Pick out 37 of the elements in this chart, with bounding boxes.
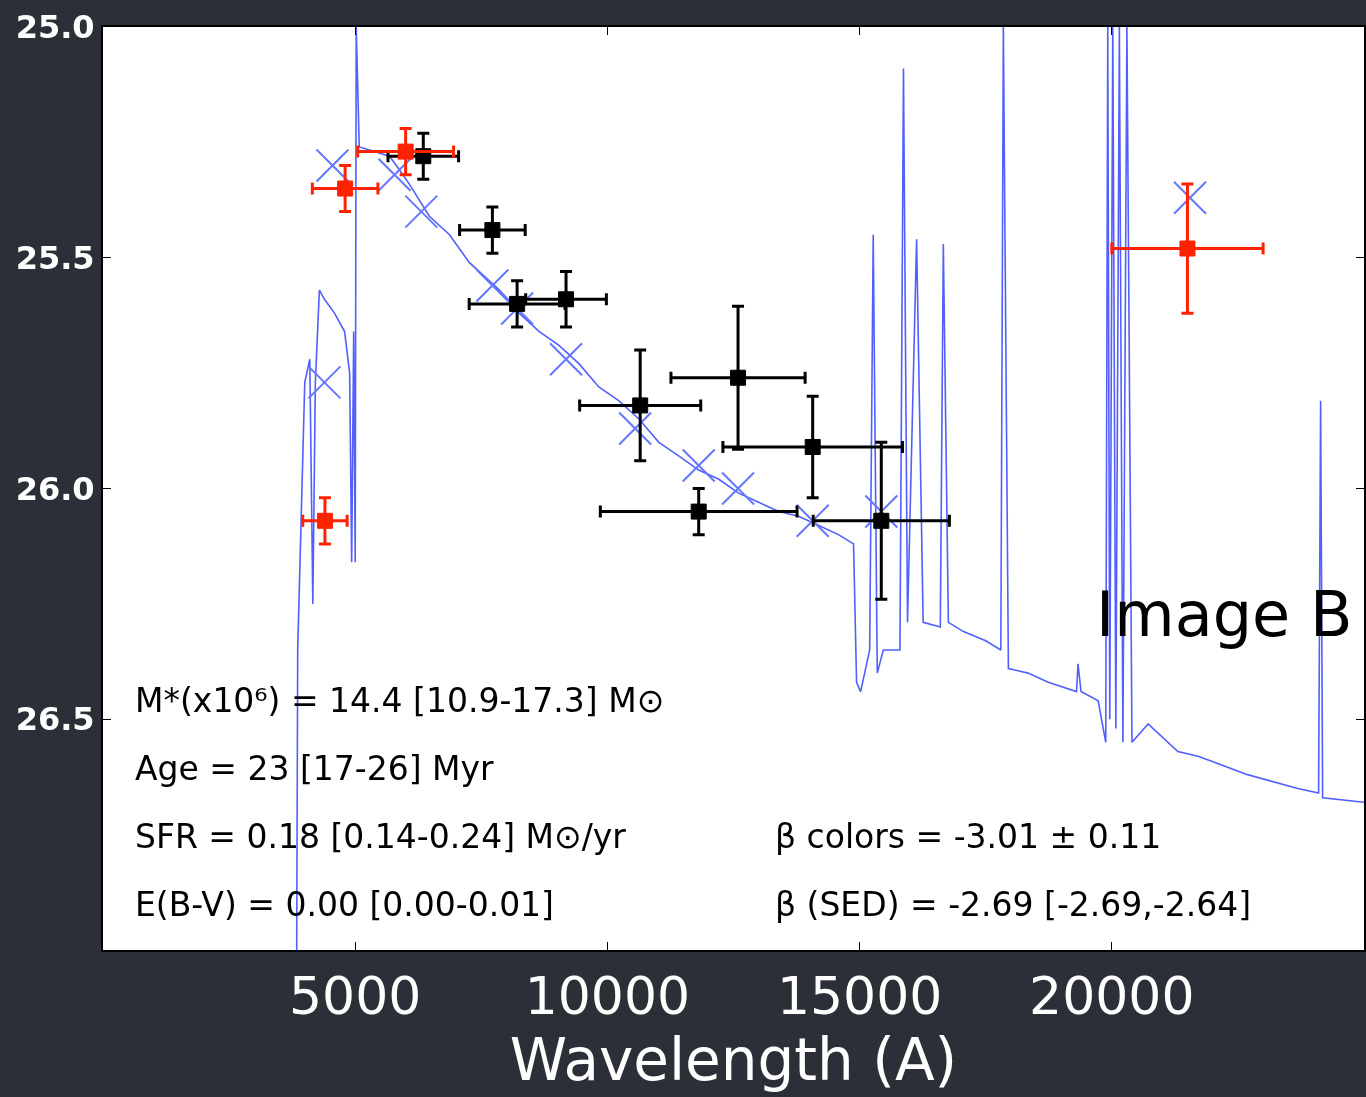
point [509, 295, 526, 312]
point [315, 148, 350, 183]
y-tick-label: 25.0 [15, 8, 95, 47]
point [730, 369, 747, 386]
point [377, 157, 412, 192]
x-tick-label: 15000 [776, 966, 943, 1027]
point [549, 342, 584, 377]
point [1172, 180, 1207, 215]
point [484, 222, 501, 239]
point [404, 194, 439, 229]
point [475, 268, 510, 303]
point [795, 503, 830, 538]
point [632, 397, 649, 414]
point [307, 365, 342, 400]
x-tick-label: 10000 [524, 966, 691, 1027]
point [618, 411, 653, 446]
point [804, 438, 821, 455]
point [558, 291, 575, 308]
annotation: Age = 23 [17-26] Myr [135, 749, 495, 788]
point [500, 291, 535, 326]
x-axis-title: Wavelength (A) [509, 1026, 958, 1095]
point [864, 494, 899, 529]
point [316, 512, 333, 529]
point [337, 180, 354, 197]
annotation: β colors = -3.01 ± 0.11 [775, 817, 1162, 856]
x-tick-label: 5000 [289, 966, 422, 1027]
y-tick-label: 26.5 [15, 700, 95, 739]
point [681, 448, 716, 483]
point [690, 503, 707, 520]
annotation: β (SED) = -2.69 [-2.69,-2.64] [775, 885, 1252, 924]
point [1179, 240, 1196, 257]
y-tick-label: 26.0 [15, 469, 95, 508]
point [397, 143, 414, 160]
point [873, 512, 890, 529]
point [721, 471, 756, 506]
x-tick-label: 20000 [1029, 966, 1195, 1027]
y-tick-label: 25.5 [15, 238, 95, 277]
